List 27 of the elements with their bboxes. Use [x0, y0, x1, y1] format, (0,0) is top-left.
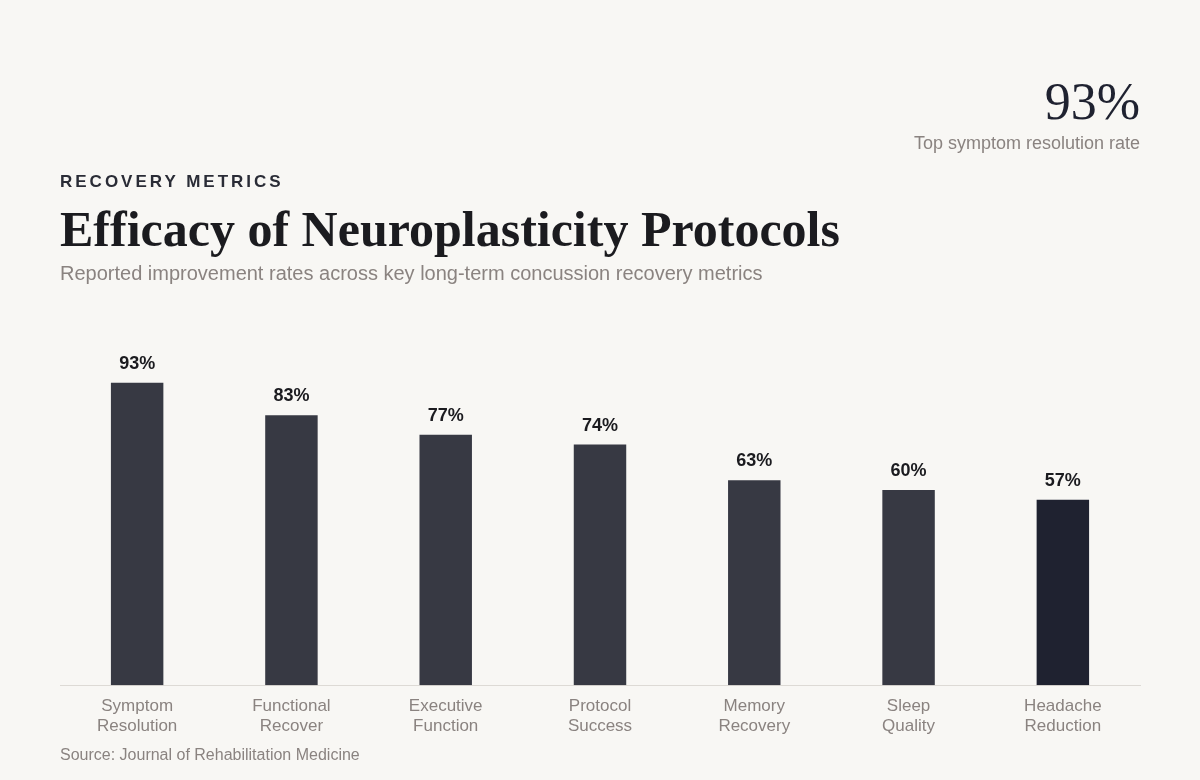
text: 93%: [1044, 72, 1140, 131]
data-label: 83%: [273, 385, 310, 406]
bar: [1036, 499, 1090, 686]
bar: [265, 415, 318, 686]
x-tick-label: Functional Recover: [252, 696, 331, 736]
bar: [110, 382, 164, 686]
data-label: 57%: [1044, 469, 1081, 490]
x-tick-label: Executive Function: [408, 696, 483, 736]
x-tick-label: Protocol Success: [567, 696, 633, 736]
text: RECOVERY METRICS: [60, 172, 284, 192]
bar: [882, 490, 935, 686]
x-tick-label: Memory Recovery: [718, 696, 791, 736]
data-label: 77%: [427, 404, 464, 425]
bar: [728, 480, 781, 686]
data-label: 93%: [119, 352, 156, 373]
text: Top symptom resolution rate: [913, 133, 1140, 154]
chart-subtitle: Reported improvement rates across key long-term concussion recovery metrics: [60, 262, 763, 285]
data-label: 74%: [581, 414, 619, 435]
chart-title: Efficacy of Neuroplasticity Protocols: [60, 200, 840, 258]
x-tick-label: Symptom Resolution: [96, 696, 178, 736]
bar: [419, 434, 472, 686]
x-tick-label: Headache Reduction: [1024, 696, 1102, 736]
bar: [573, 444, 627, 686]
x-tick-label: Sleep Quality: [882, 696, 936, 736]
data-label: 63%: [736, 450, 773, 471]
source-note: Source: Journal of Rehabilitation Medicine: [60, 746, 360, 764]
data-label: 60%: [890, 460, 927, 481]
